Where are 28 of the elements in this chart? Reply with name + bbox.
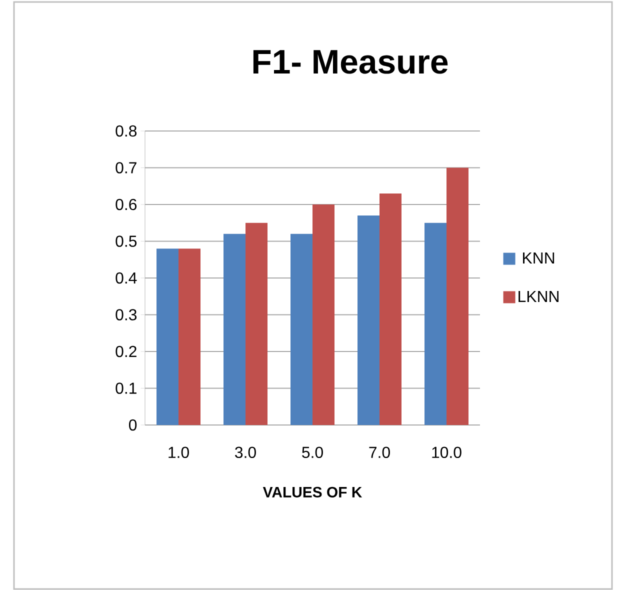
bar: [290, 234, 313, 425]
x-tick-label: 7.0: [369, 446, 390, 458]
bar: [156, 248, 179, 425]
x-axis-title: VALUES OF K: [262, 486, 362, 498]
y-tick-label: 0.1: [116, 382, 136, 394]
y-tick-label: 0.6: [116, 198, 137, 210]
legend-label: LKNN: [518, 290, 558, 302]
y-tick-label: 0.8: [116, 125, 137, 137]
bar: [358, 216, 380, 425]
chart-title: F1- Measure: [253, 50, 448, 74]
bar: [424, 222, 447, 425]
x-tick-label: 5.0: [302, 446, 323, 458]
bar: [446, 168, 469, 425]
y-tick-label: 0.5: [116, 236, 137, 247]
y-tick-label: 0.3: [116, 309, 137, 320]
x-tick-label: 3.0: [235, 446, 256, 458]
bar: [312, 204, 335, 425]
x-tick-label: 10.0: [432, 446, 462, 458]
bar: [178, 248, 201, 425]
y-tick-label: 0.4: [116, 272, 137, 284]
legend-label: KNN: [523, 252, 554, 264]
y-tick-label: 0: [128, 419, 137, 431]
bar: [380, 193, 402, 425]
y-tick-label: 0.2: [116, 346, 136, 358]
bar: [224, 234, 246, 425]
bar: [246, 222, 268, 425]
x-tick-label: 1.0: [168, 446, 189, 458]
y-tick-label: 0.7: [116, 162, 136, 174]
